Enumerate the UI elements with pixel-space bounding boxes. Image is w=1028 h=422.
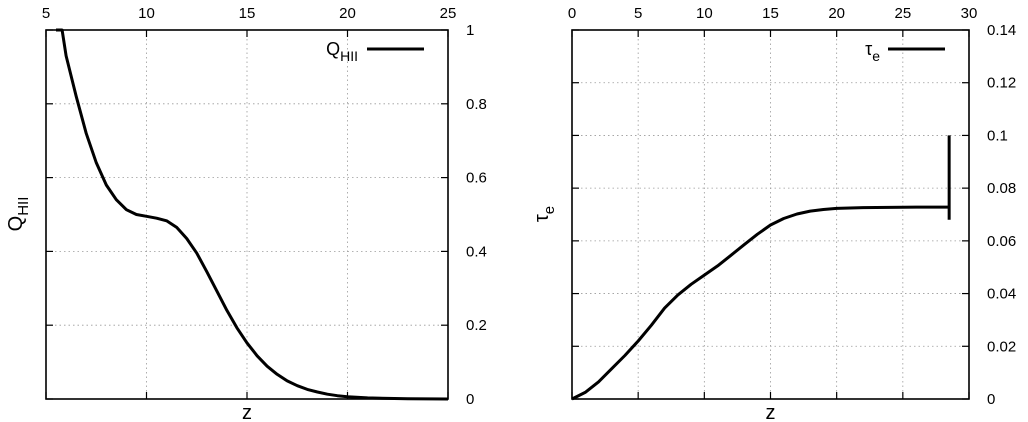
y-tick-label: 0.04: [987, 286, 1016, 303]
y-tick-label: 0.14: [987, 22, 1016, 39]
y-tick-label: 1: [466, 22, 474, 39]
x-tick-label: 25: [440, 5, 457, 22]
x-tick-label: 15: [239, 5, 256, 22]
x-tick-label: 10: [696, 5, 713, 22]
y-tick-label: 0.2: [466, 317, 487, 334]
x-tick-label: 5: [42, 5, 50, 22]
x-tick-label: 20: [339, 5, 356, 22]
y-tick-label: 0: [466, 391, 474, 408]
y-axis-label: τe: [531, 206, 558, 222]
legend-label-sub: e: [872, 48, 880, 64]
x-tick-label: 15: [762, 5, 779, 22]
y-tick-label: 0.8: [466, 96, 487, 113]
y-axis-label: QHII: [5, 197, 32, 232]
x-tick-label: 10: [138, 5, 155, 22]
y-tick-label: 0.6: [466, 170, 487, 187]
x-axis-label: z: [242, 402, 252, 422]
x-tick-label: 20: [828, 5, 845, 22]
y-tick-label: 0.02: [987, 338, 1016, 355]
x-axis-label: z: [766, 402, 776, 422]
y-tick-label: 0.1: [987, 127, 1008, 144]
y-tick-label: 0.06: [987, 233, 1016, 250]
legend-label-main: Q: [326, 39, 340, 59]
plot-frame: [571, 29, 970, 400]
legend-label: τe: [865, 39, 880, 64]
series-line: [56, 28, 449, 401]
y-tick-label: 0.4: [466, 243, 487, 260]
legend-label: QHII: [326, 39, 358, 64]
y-axis-label-main: τ: [531, 214, 553, 222]
x-tick-label: 30: [961, 5, 978, 22]
y-tick-label: 0: [987, 391, 995, 408]
y-axis-label-sub: HII: [15, 197, 32, 216]
panel-optical-depth: 0 5 10 15 20 25 30 0 0.02 0.04 0.06 0.08 0.1 0.12 0.14…: [531, 5, 1016, 422]
x-tick-label: 0: [568, 5, 576, 22]
y-tick-label: 0.12: [987, 75, 1016, 92]
series-line: [571, 205, 950, 401]
y-axis-label-main: Q: [5, 216, 27, 232]
legend-label-sub: HII: [340, 48, 358, 64]
x-tick-label: 5: [634, 5, 642, 22]
plot-frame: [45, 29, 449, 400]
x-tick-label: 25: [894, 5, 911, 22]
y-tick-label: 0.08: [987, 180, 1016, 197]
legend-label-main: τ: [865, 39, 872, 59]
y-axis-label-sub: e: [541, 206, 558, 214]
